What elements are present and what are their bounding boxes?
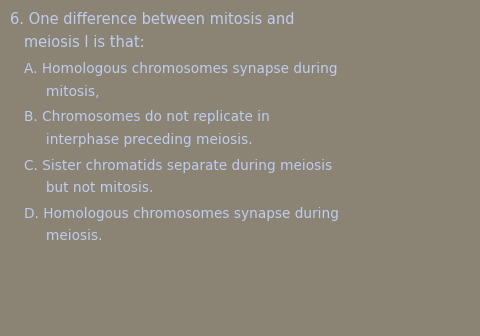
Text: mitosis,: mitosis,: [24, 85, 99, 99]
Text: but not mitosis.: but not mitosis.: [24, 181, 154, 195]
Text: C. Sister chromatids separate during meiosis: C. Sister chromatids separate during mei…: [24, 159, 332, 173]
Text: B. Chromosomes do not replicate in: B. Chromosomes do not replicate in: [24, 110, 270, 124]
Text: meiosis.: meiosis.: [24, 229, 103, 243]
Text: 6. One difference between mitosis and: 6. One difference between mitosis and: [10, 12, 294, 27]
Text: A. Homologous chromosomes synapse during: A. Homologous chromosomes synapse during: [24, 62, 337, 76]
Text: D. Homologous chromosomes synapse during: D. Homologous chromosomes synapse during: [24, 207, 339, 221]
Text: meiosis I is that:: meiosis I is that:: [10, 35, 144, 50]
Text: interphase preceding meiosis.: interphase preceding meiosis.: [24, 133, 252, 147]
